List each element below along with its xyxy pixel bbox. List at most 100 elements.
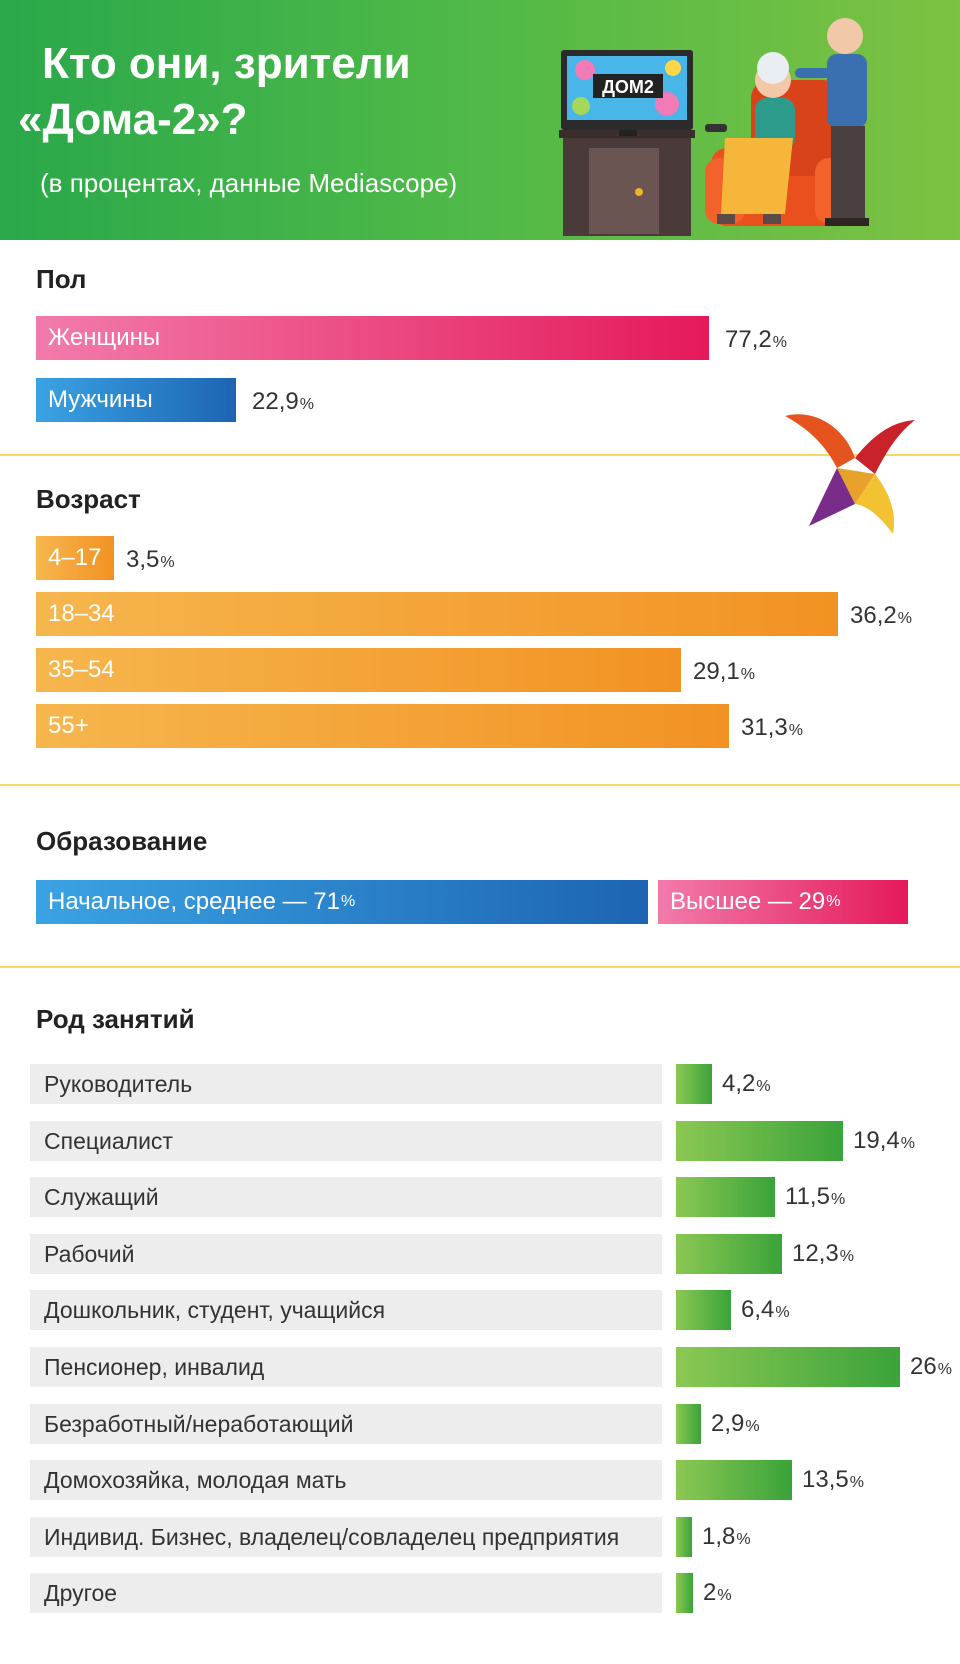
bar-label-education: Высшее — 29 — [670, 888, 826, 915]
occupation-value: 4,2% — [722, 1070, 771, 1098]
occupation-bar — [676, 1234, 782, 1274]
bar-men: Мужчины — [36, 378, 236, 422]
occupation-value: 11,5% — [785, 1183, 845, 1211]
bar-label-men: Мужчины — [48, 386, 153, 413]
value-text: 22,9 — [252, 388, 299, 415]
occupation-value: 13,5% — [802, 1466, 864, 1494]
occupation-label: Рабочий — [30, 1234, 662, 1274]
value-text: 29,1 — [693, 658, 740, 685]
bar-women: Женщины — [36, 316, 709, 360]
occupation-label: Служащий — [30, 1177, 662, 1217]
percent-sign: % — [897, 610, 912, 627]
percent-sign: % — [299, 396, 314, 413]
divider — [0, 966, 960, 968]
occupation-bar — [676, 1460, 792, 1500]
section-title-age: Возраст — [36, 484, 141, 514]
occupation-value: 19,4% — [853, 1127, 915, 1155]
value-text: 19,4 — [853, 1127, 900, 1154]
percent-sign: % — [937, 1361, 952, 1378]
percent-sign: % — [745, 1418, 760, 1435]
bar-age-55-plus: 55+ — [36, 704, 729, 748]
value-text: 11,5 — [785, 1183, 830, 1210]
percent-sign: % — [160, 554, 175, 571]
occupation-label: Другое — [30, 1573, 662, 1613]
value-men: 22,9% — [252, 388, 314, 416]
bar-age-35-54: 35–54 — [36, 648, 681, 692]
viewers-illustration: ДОМ2 — [559, 18, 869, 236]
bar-label-age: 55+ — [48, 712, 89, 739]
value-age-55-plus: 31,3% — [741, 714, 803, 742]
value-text: 6,4 — [741, 1296, 775, 1323]
percent-sign: % — [839, 1248, 854, 1265]
title-line-1: Кто они, зрители — [42, 39, 411, 88]
occupation-label: Домохозяйка, молодая мать — [30, 1460, 662, 1500]
occupation-bar — [676, 1517, 692, 1557]
percent-sign: % — [756, 1078, 771, 1095]
tv-logo: ДОМ2 — [602, 77, 654, 97]
value-women: 77,2% — [725, 326, 787, 354]
divider — [0, 784, 960, 786]
value-text: 2 — [703, 1579, 717, 1606]
bar-education-secondary: Начальное, среднее — 71% — [36, 880, 648, 924]
value-text: 12,3 — [792, 1240, 839, 1267]
bar-label-age: 35–54 — [48, 656, 115, 683]
percent-sign: % — [772, 334, 787, 351]
occupation-label: Руководитель — [30, 1064, 662, 1104]
occupation-bar — [676, 1573, 693, 1613]
value-text: 2,9 — [711, 1410, 745, 1437]
bar-education-higher: Высшее — 29% — [658, 880, 908, 924]
percent-sign: % — [830, 1191, 846, 1208]
percent-sign: % — [736, 1531, 751, 1548]
value-text: 1,8 — [702, 1523, 736, 1550]
occupation-value: 2% — [703, 1579, 732, 1607]
percent-sign: % — [717, 1587, 732, 1604]
header-banner: Кто они, зрители «Дома-2»? (в процентах,… — [0, 0, 960, 240]
occupation-label: Дошкольник, студент, учащийся — [30, 1290, 662, 1330]
occupation-value: 2,9% — [711, 1410, 760, 1438]
title-line-2: «Дома-2»? — [18, 95, 248, 144]
percent-sign: % — [775, 1304, 790, 1321]
occupation-value: 1,8% — [702, 1523, 751, 1551]
value-text: 13,5 — [802, 1466, 849, 1493]
occupation-bar — [676, 1177, 775, 1217]
value-age-35-54: 29,1% — [693, 658, 755, 686]
percent-sign: % — [340, 893, 356, 910]
bar-age-18-34: 18–34 — [36, 592, 838, 636]
percent-sign: % — [849, 1474, 864, 1491]
bar-label-education: Начальное, среднее — 71 — [48, 888, 340, 915]
page-title: Кто они, зрители «Дома-2»? — [18, 36, 538, 148]
occupation-label: Специалист — [30, 1121, 662, 1161]
occupation-label: Индивид. Бизнес, владелец/совладелец пре… — [30, 1517, 662, 1557]
occupation-bar — [676, 1290, 731, 1330]
value-age-18-34: 36,2% — [850, 602, 912, 630]
value-text: 3,5 — [126, 546, 160, 573]
section-title-education: Образование — [36, 826, 208, 856]
percent-sign: % — [740, 666, 755, 683]
occupation-bar — [676, 1347, 900, 1387]
occupation-value: 12,3% — [792, 1240, 854, 1268]
occupation-value: 26% — [910, 1353, 952, 1381]
occupation-bar — [676, 1064, 712, 1104]
occupation-label: Пенсионер, инвалид — [30, 1347, 662, 1387]
section-title-occupation: Род занятий — [36, 1004, 195, 1034]
percent-sign: % — [900, 1135, 915, 1152]
bird-logo-icon — [785, 414, 915, 534]
percent-sign: % — [826, 893, 841, 910]
divider — [0, 454, 960, 456]
page-subtitle: (в процентах, данные Mediascope) — [40, 168, 458, 198]
occupation-label: Безработный/неработающий — [30, 1404, 662, 1444]
bar-age-4-17: 4–17 — [36, 536, 114, 580]
occupation-bar — [676, 1404, 701, 1444]
percent-sign: % — [788, 722, 803, 739]
value-text: 77,2 — [725, 326, 772, 353]
value-text: 36,2 — [850, 602, 897, 629]
value-text: 26 — [910, 1353, 937, 1380]
value-text: 31,3 — [741, 714, 788, 741]
bar-label-women: Женщины — [48, 324, 161, 351]
section-title-gender: Пол — [36, 264, 87, 294]
value-age-4-17: 3,5% — [126, 546, 175, 574]
occupation-value: 6,4% — [741, 1296, 790, 1324]
bar-label-age: 4–17 — [48, 544, 102, 571]
occupation-bar — [676, 1121, 843, 1161]
bar-label-age: 18–34 — [48, 600, 115, 627]
